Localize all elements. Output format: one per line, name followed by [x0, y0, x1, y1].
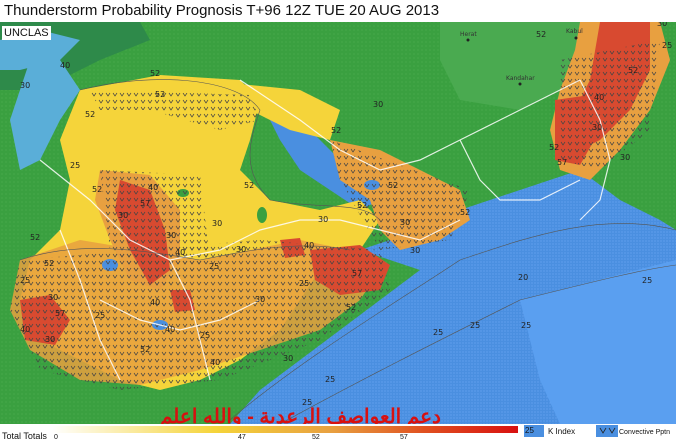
contour-label: 40: [175, 248, 185, 257]
contour-label: 25: [470, 321, 480, 330]
contour-label: 25: [642, 276, 652, 285]
contour-label: 25: [325, 375, 335, 384]
contour-label: 30: [255, 295, 265, 304]
city-label-kandahar: Kandahar: [506, 75, 535, 82]
contour-label: 30: [45, 335, 55, 344]
deep-sea-band: [520, 260, 676, 424]
contour-label: 30: [620, 153, 630, 162]
contour-label: 52: [92, 185, 102, 194]
contour-label: 30: [236, 245, 246, 254]
convective-label: Convective Pptn: [619, 429, 670, 436]
contour-label: 25: [209, 262, 219, 271]
city-label-kabul: Kabul: [566, 28, 583, 35]
contour-label: 25: [299, 279, 309, 288]
contour-label: 25: [433, 328, 443, 337]
k-index-swatch: [524, 425, 544, 437]
contour-label: 40: [594, 93, 604, 102]
contour-label: 30: [48, 293, 58, 302]
contour-label: 20: [518, 273, 528, 282]
scale-tick: 0: [54, 434, 58, 441]
convective-hatch: [560, 40, 660, 170]
scale-tick: 52: [312, 434, 320, 441]
contour-label: 52: [44, 259, 54, 268]
contour-label: 30: [410, 246, 420, 255]
convective-hatch: [330, 140, 470, 250]
contour-label: 30: [592, 123, 602, 132]
map-title: Thunderstorm Probability Prognosis T+96 …: [4, 2, 440, 19]
contour-label: 25: [20, 276, 30, 285]
contour-label: 57: [140, 199, 150, 208]
contour-label: 25: [70, 161, 80, 170]
contour-label: 25: [302, 398, 312, 407]
contour-label: 30: [318, 215, 328, 224]
contour-label: 30: [657, 22, 667, 28]
total-totals-label: Total Totals: [2, 431, 47, 441]
scale-tick: 57: [400, 434, 408, 441]
contour-label: 52: [388, 181, 398, 190]
legend-bar: [0, 424, 676, 442]
arabic-caption: دعم العواصف الرعدية - والله اعلم: [160, 406, 441, 428]
contour-labels: 52 52 52 30 40 25 52 57 40 30 30 52 52 5…: [20, 22, 672, 407]
contour-label: 30: [166, 231, 176, 240]
green-patch: [257, 207, 267, 223]
convective-symbol-icon: [599, 427, 616, 434]
contour-label: 40: [148, 183, 158, 192]
convective-hatch: [10, 240, 390, 390]
contour-label: 52: [549, 143, 559, 152]
contours: [19, 79, 676, 424]
convective-swatch: [596, 425, 618, 437]
contour-label: 30: [118, 211, 128, 220]
city-label-herat: Herat: [460, 31, 477, 38]
contour-label: 30: [400, 218, 410, 227]
contour-label: 25: [521, 321, 531, 330]
k-index-label: K Index: [548, 427, 576, 436]
contour-label: 30: [373, 100, 383, 109]
contour-label: 52: [85, 110, 95, 119]
contour-label: 40: [165, 325, 175, 334]
contour-label: 40: [150, 298, 160, 307]
contour-label: 57: [55, 309, 65, 318]
contour-label: 25: [662, 41, 672, 50]
contour-label: 52: [331, 126, 341, 135]
legend-scale: [52, 425, 618, 437]
contour-label: 30: [20, 81, 30, 90]
contour-label: 40: [20, 325, 30, 334]
cities: Herat Kabul Kandahar: [460, 28, 583, 86]
convective-hatch: [90, 90, 260, 130]
city-marker: [466, 38, 470, 42]
contour-label: 52: [155, 90, 165, 99]
contour-label: 52: [150, 69, 160, 78]
contour-label: 40: [304, 241, 314, 250]
contour-label: 25: [95, 311, 105, 320]
contour-label: 40: [60, 61, 70, 70]
contour-label: 40: [210, 358, 220, 367]
contour-label: 52: [30, 233, 40, 242]
contour-label: 57: [557, 158, 567, 167]
k-index-value: 25: [525, 426, 534, 435]
contour-label: 52: [346, 303, 356, 312]
contour-label: 52: [244, 181, 254, 190]
contour-label: 52: [357, 201, 367, 210]
borders: [39, 79, 611, 381]
contour-label: 52: [140, 345, 150, 354]
contour-label: 52: [536, 30, 546, 39]
contour-label: 25: [200, 331, 210, 340]
contour-label: 52: [460, 208, 470, 217]
scale-tick: 47: [238, 434, 246, 441]
contour-label: 57: [352, 269, 362, 278]
contour-label: 30: [283, 354, 293, 363]
contour-label: 30: [212, 219, 222, 228]
header: Thunderstorm Probability Prognosis T+96 …: [0, 0, 676, 22]
city-marker: [518, 82, 522, 86]
total-totals-colorbar: [52, 426, 518, 433]
city-marker: [574, 36, 578, 40]
weather-map: Herat Kabul Kandahar 52 52 52 30 40 25 5…: [0, 22, 676, 424]
classification-label: UNCLAS: [2, 26, 51, 40]
contour-label: 52: [628, 66, 638, 75]
mediterranean: [10, 60, 80, 170]
